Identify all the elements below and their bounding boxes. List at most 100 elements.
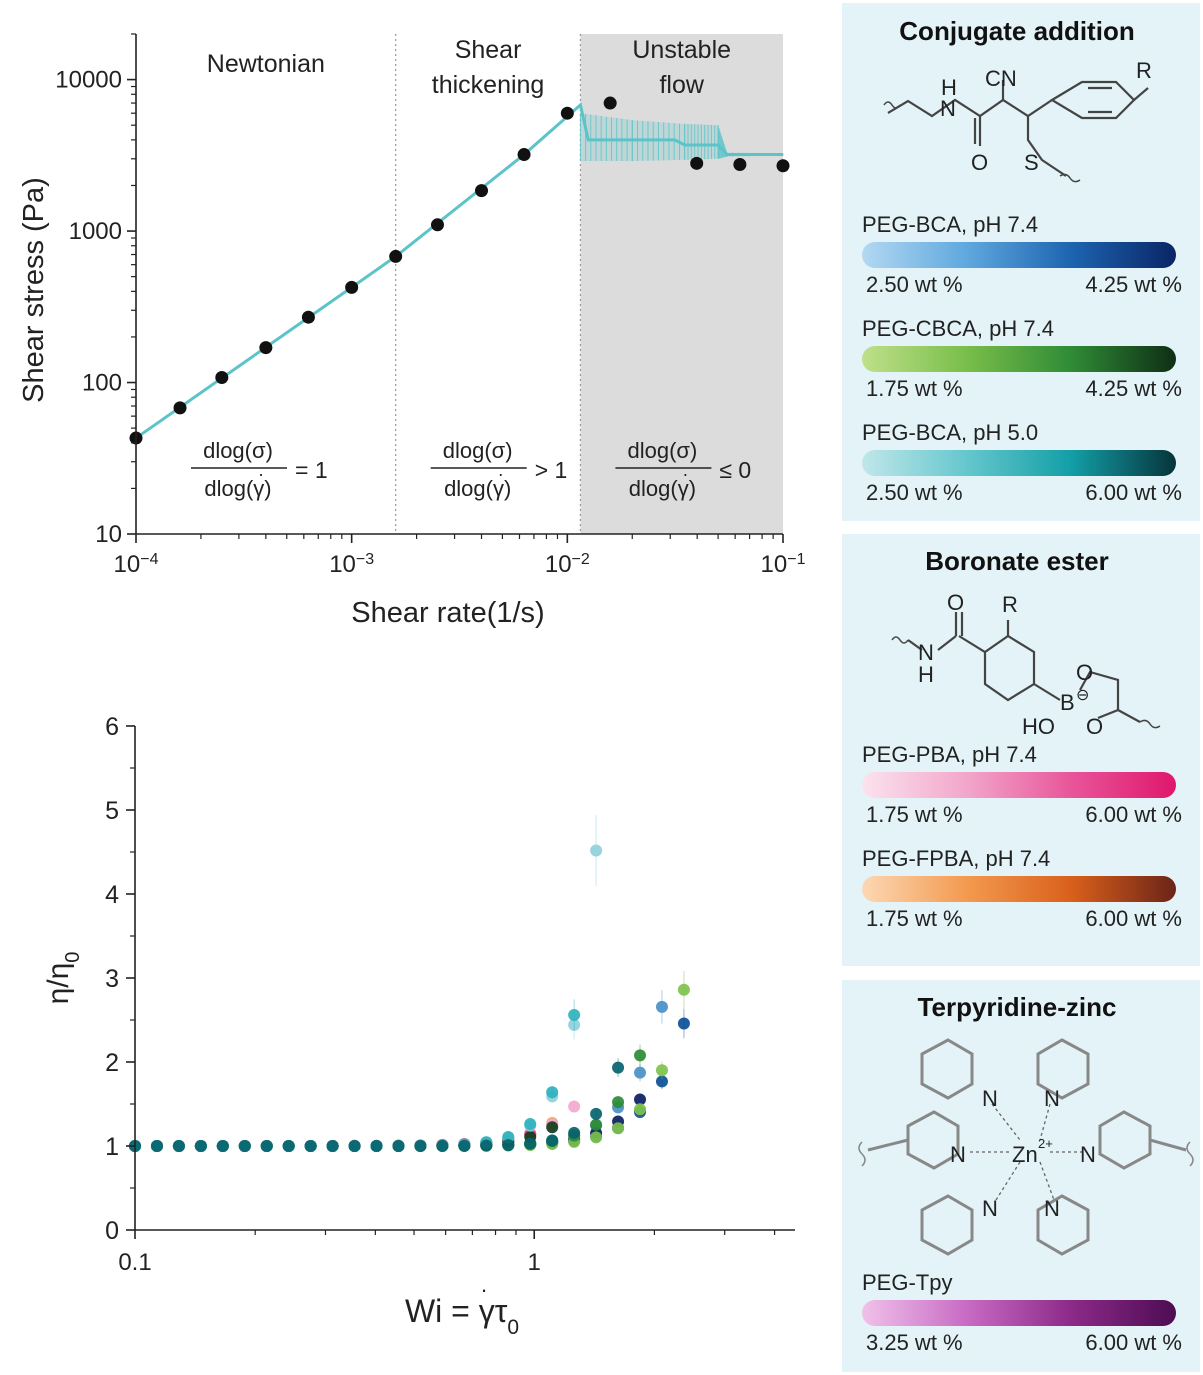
- legend-colorbar: [862, 1300, 1176, 1326]
- data-point: [238, 1140, 251, 1152]
- data-point: [173, 401, 187, 415]
- svg-text:⊖: ⊖: [1076, 687, 1089, 704]
- legend-colorbar: [862, 450, 1176, 476]
- conjugate-addition-atoms: H N CN R O S: [940, 58, 1152, 175]
- data-point: [546, 1134, 559, 1147]
- data-point: [655, 1000, 668, 1013]
- panel-title: Terpyridine-zinc: [918, 992, 1117, 1022]
- data-point: [612, 1061, 625, 1074]
- viscosity-chart: 0.1 1 0 1 2 3 4 5 6 Wi = γτ0 · η/η0: [42, 713, 795, 1339]
- y-tick-label: 5: [105, 797, 119, 825]
- data-point: [194, 1140, 207, 1152]
- data-point: [480, 1139, 493, 1152]
- rate-dot-accent: ·: [258, 464, 264, 484]
- region-label: thickening: [432, 71, 545, 99]
- region-label: Unstable: [632, 36, 731, 64]
- y-tick-label: 4: [105, 881, 119, 909]
- axis-ticks: 0.1 1 0 1 2 3 4 5 6: [105, 713, 776, 1276]
- svg-text:O: O: [947, 590, 964, 615]
- data-point: [345, 280, 359, 294]
- data-point: [301, 310, 315, 324]
- legend-max-label: 6.00 wt %: [1085, 906, 1182, 931]
- unstable-flow-region: [580, 34, 783, 534]
- boronate-ester-entries: PEG-PBA, pH 7.4 1.75 wt % 6.00 wt % PEG-FPB…: [862, 742, 1182, 931]
- legend-colorbar: [862, 876, 1176, 902]
- axis-ticks: 10−4 10−3 10−2 10−1 10 100 1000 10000: [55, 33, 806, 579]
- legend-colorbar: [862, 772, 1176, 798]
- conjugate-addition-structure: [883, 80, 1149, 183]
- legend-entry-label: PEG-FPBA, pH 7.4: [862, 846, 1050, 871]
- rate-dot-accent: ·: [498, 464, 504, 484]
- legend-entry-label: PEG-CBCA, pH 7.4: [862, 316, 1054, 341]
- svg-text:CN: CN: [985, 66, 1017, 91]
- y-tick-label: 3: [105, 965, 119, 993]
- data-point: [634, 1049, 647, 1062]
- fit-line: [135, 102, 783, 440]
- data-point: [348, 1139, 361, 1152]
- y-tick-label: 0: [105, 1217, 119, 1245]
- svg-text:R: R: [1002, 592, 1018, 617]
- rate-dot-accent: ·: [480, 1277, 487, 1302]
- data-point: [612, 1096, 625, 1109]
- data-point: [590, 1107, 603, 1120]
- legend-min-label: 1.75 wt %: [866, 802, 963, 827]
- legend-min-label: 1.75 wt %: [866, 376, 963, 401]
- data-point: [458, 1139, 471, 1152]
- data-point: [389, 249, 403, 263]
- data-point: [524, 1137, 537, 1150]
- data-point: [259, 341, 273, 355]
- slope-criterion: dlog(σ) dlog(γ)· > 1: [430, 438, 568, 501]
- data-point: [655, 1064, 668, 1077]
- criterion-denominator: dlog(γ): [629, 476, 696, 501]
- criterion-relation: = 1: [295, 457, 328, 483]
- data-point: [304, 1139, 317, 1152]
- series-peg-bca-ph-5-0: [129, 1058, 625, 1152]
- criterion-denominator: dlog(γ): [444, 476, 511, 501]
- data-point: [502, 1139, 515, 1152]
- criterion-relation: ≤ 0: [719, 457, 751, 483]
- y-tick-label: 2: [105, 1049, 119, 1077]
- y-axis-title: Shear stress (Pa): [18, 177, 50, 403]
- legend-max-label: 6.00 wt %: [1085, 480, 1182, 505]
- x-tick-label: 1: [528, 1249, 541, 1276]
- criterion-numerator: dlog(σ): [203, 438, 273, 463]
- legend-min-label: 3.25 wt %: [866, 1330, 963, 1355]
- legend-entry-label: PEG-BCA, pH 5.0: [862, 420, 1038, 445]
- data-point: [172, 1140, 185, 1152]
- data-point: [560, 106, 574, 120]
- svg-text:2+: 2+: [1038, 1136, 1053, 1151]
- svg-text:Zn: Zn: [1012, 1142, 1038, 1167]
- data-point: [414, 1139, 427, 1152]
- data-point: [677, 983, 690, 996]
- data-point: [430, 218, 444, 232]
- data-point: [612, 1122, 625, 1135]
- data-point: [370, 1139, 383, 1152]
- y-tick-label: 10000: [55, 67, 122, 94]
- series-peg-cbca-ph-7-4: [129, 970, 690, 1152]
- data-point: [634, 1093, 647, 1106]
- series-peg-fpba-ph-7-4: [129, 1117, 559, 1152]
- boronate-ester-structure: [891, 612, 1161, 729]
- data-point: [524, 1117, 537, 1130]
- data-point: [655, 1075, 668, 1088]
- svg-text:N: N: [1044, 1196, 1060, 1221]
- legend-max-label: 4.25 wt %: [1085, 272, 1182, 297]
- legend-colorbar: [862, 346, 1176, 372]
- svg-text:N: N: [1044, 1086, 1060, 1111]
- svg-text:B: B: [1060, 690, 1075, 715]
- legend-entry-label: PEG-PBA, pH 7.4: [862, 742, 1037, 767]
- svg-text:N: N: [940, 96, 956, 121]
- x-tick-label: 10−2: [545, 551, 590, 579]
- criterion-relation: > 1: [535, 457, 568, 483]
- band-area: [580, 113, 783, 162]
- data-point: [326, 1139, 339, 1152]
- criterion-numerator: dlog(σ): [443, 438, 513, 463]
- series-peg-cbca-ph-7-4: [129, 1121, 559, 1152]
- data-point: [568, 1126, 581, 1139]
- y-tick-label: 1: [105, 1133, 119, 1161]
- x-tick-label: 10−4: [114, 551, 159, 579]
- legend-entry-label: PEG-BCA, pH 7.4: [862, 212, 1038, 237]
- data-point: [590, 1131, 603, 1144]
